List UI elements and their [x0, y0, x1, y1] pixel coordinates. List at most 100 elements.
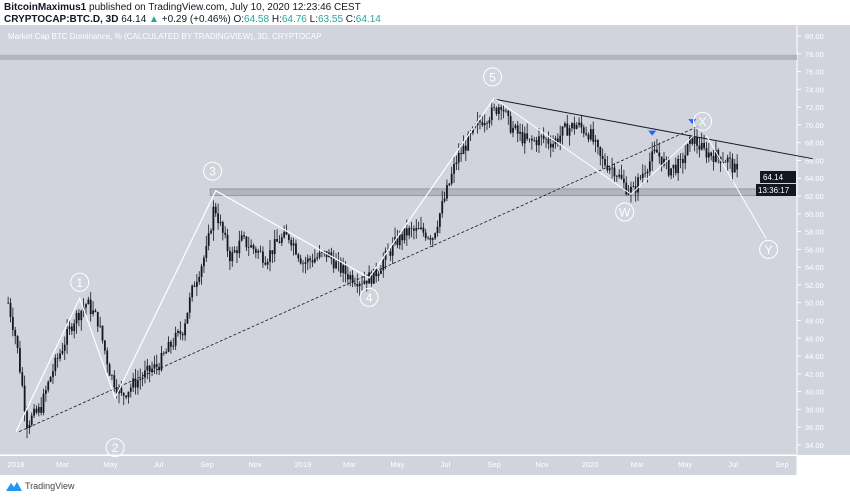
candle [302, 260, 304, 273]
candle-body [422, 227, 425, 233]
candle [266, 258, 269, 270]
candle-body [698, 145, 701, 150]
candle-body [292, 243, 295, 246]
correction-wave-line [706, 135, 767, 239]
candle [47, 380, 50, 393]
candle-body [731, 158, 734, 173]
y-tick-label: 54.00 [805, 263, 824, 272]
candle [179, 321, 182, 340]
candle [547, 131, 550, 150]
high-label: H: [271, 14, 282, 25]
candle [63, 336, 66, 361]
candle [483, 114, 486, 133]
candle-body [641, 173, 644, 178]
descending-trendline [494, 98, 813, 160]
candle [125, 394, 127, 400]
candle [639, 174, 642, 181]
candle [464, 138, 467, 161]
candle-body [165, 351, 168, 354]
candle-body [87, 299, 90, 305]
candle-body [540, 135, 543, 137]
publish-header: BitcoinMaximus1 published on TradingView… [4, 2, 381, 26]
candle-body [73, 323, 76, 332]
candle-body [42, 393, 45, 413]
candle [731, 153, 734, 182]
candle-body [677, 158, 680, 174]
candle [679, 153, 682, 169]
candle [379, 265, 382, 275]
candle [191, 284, 194, 302]
candle-body [594, 140, 597, 142]
candle-body [372, 268, 375, 284]
candle [21, 366, 24, 388]
x-tick-label: Mar [343, 460, 356, 469]
y-tick-label: 46.00 [805, 334, 824, 343]
candle [186, 312, 189, 325]
candle [295, 239, 297, 256]
candle [571, 122, 573, 132]
candle-body [467, 133, 470, 151]
candle [580, 115, 583, 134]
candle [181, 331, 184, 341]
candle [221, 220, 224, 241]
candle-body [7, 302, 10, 304]
candle-body [290, 239, 293, 246]
candle [11, 307, 14, 337]
candle [262, 246, 264, 268]
candle-body [280, 237, 283, 243]
candle-body [497, 107, 500, 114]
candle [448, 182, 451, 187]
candle-body [342, 265, 345, 273]
candle-body [11, 317, 14, 331]
candle-body [703, 142, 705, 149]
candle [342, 257, 345, 283]
candle [505, 108, 507, 113]
candle [441, 191, 444, 218]
x-tick-label: May [678, 460, 692, 469]
y-tick-label: 58.00 [805, 228, 824, 237]
candle [238, 230, 241, 258]
candle-body [9, 302, 12, 318]
candle-body [589, 129, 592, 140]
candle-body [689, 137, 691, 144]
candle [30, 412, 33, 427]
candle [375, 262, 378, 283]
candle-body [358, 283, 361, 287]
candle [226, 228, 229, 257]
candle [729, 151, 731, 169]
candle-body [311, 260, 314, 263]
candle-body [132, 378, 135, 388]
candle [146, 358, 149, 380]
candle [309, 255, 312, 269]
candle-body [512, 127, 514, 133]
support-zone [209, 188, 791, 197]
y-tick-label: 68.00 [805, 139, 824, 148]
candle-body [186, 312, 189, 324]
candle-body [549, 143, 552, 148]
candle-body [521, 131, 524, 144]
candle-body [40, 407, 43, 413]
candle [217, 203, 220, 230]
candle-body [89, 299, 92, 314]
candle [68, 319, 71, 335]
candle [40, 397, 43, 416]
candle [620, 164, 623, 180]
candle-body [247, 247, 250, 248]
candle [250, 239, 253, 248]
candle [561, 126, 564, 145]
candle [16, 335, 19, 354]
author: BitcoinMaximus1 [4, 2, 87, 13]
candle [481, 114, 484, 127]
price-chart[interactable]: Market Cap BTC Dominance, % (CALCULATED … [0, 25, 850, 475]
wave-circle [359, 287, 379, 307]
candle [132, 372, 135, 392]
candle [722, 151, 724, 165]
candle-body [457, 152, 460, 163]
y-tick-label: 38.00 [805, 405, 824, 414]
wave-circle [105, 438, 125, 458]
candle-body [686, 143, 689, 156]
candle [677, 155, 680, 181]
candle [660, 156, 663, 172]
tradingview-logo[interactable]: TradingView [6, 481, 75, 491]
candle [321, 251, 323, 258]
